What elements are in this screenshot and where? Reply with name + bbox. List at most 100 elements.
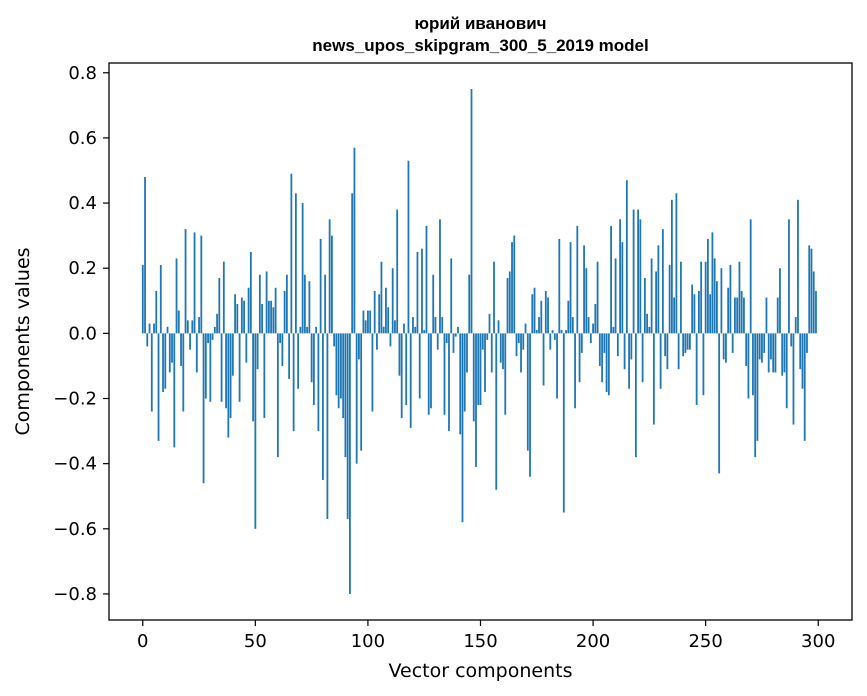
bar-237 xyxy=(675,193,678,334)
bar-197 xyxy=(585,268,588,334)
bar-291 xyxy=(797,199,799,334)
bar-247 xyxy=(697,291,700,334)
bar-193 xyxy=(576,225,579,334)
bar-196 xyxy=(583,245,585,334)
bar-7 xyxy=(157,333,160,441)
bar-45 xyxy=(243,300,245,334)
bar-174 xyxy=(533,287,536,334)
bar-114 xyxy=(398,333,401,376)
bar-108 xyxy=(385,287,387,334)
bar-117 xyxy=(405,333,408,406)
y-tick-label: 0.4 xyxy=(68,193,97,214)
bar-266 xyxy=(740,291,743,334)
bar-271 xyxy=(752,333,754,396)
bar-158 xyxy=(497,320,500,334)
bar-52 xyxy=(258,274,261,334)
bar-61 xyxy=(279,333,282,344)
bar-159 xyxy=(499,333,502,363)
x-axis-ticks: 0 50 100 150 200 250 300 xyxy=(137,620,835,652)
bar-8 xyxy=(159,264,162,334)
bar-49 xyxy=(252,333,254,422)
bar-162 xyxy=(506,277,509,334)
bar-63 xyxy=(283,291,286,334)
bar-236 xyxy=(673,297,676,334)
bar-137 xyxy=(450,258,453,334)
bar-238 xyxy=(677,333,680,370)
bar-139 xyxy=(454,333,457,337)
bar-227 xyxy=(652,333,655,425)
bar-109 xyxy=(387,307,390,334)
bar-92 xyxy=(349,333,351,594)
bar-77 xyxy=(315,326,318,334)
bar-36 xyxy=(222,261,225,334)
bar-190 xyxy=(569,242,572,334)
y-axis-label: Components values xyxy=(12,247,34,435)
bar-258 xyxy=(722,333,725,360)
bar-288 xyxy=(790,333,793,347)
bar-231 xyxy=(661,229,664,334)
bar-90 xyxy=(344,333,347,458)
bar-295 xyxy=(806,333,808,353)
bar-81 xyxy=(324,274,327,334)
bar-37 xyxy=(225,333,227,409)
bar-17 xyxy=(180,333,182,366)
bar-136 xyxy=(448,333,450,432)
bar-212 xyxy=(619,219,621,334)
y-tick-label: 0.8 xyxy=(68,63,97,84)
bar-16 xyxy=(177,310,180,334)
bar-100 xyxy=(367,310,369,334)
bar-119 xyxy=(409,333,412,428)
bar-123 xyxy=(418,333,421,399)
bar-246 xyxy=(695,333,698,406)
bar-166 xyxy=(515,333,518,357)
bar-192 xyxy=(574,333,576,409)
bar-188 xyxy=(565,330,567,334)
bar-47 xyxy=(247,287,250,334)
bar-84 xyxy=(330,235,333,334)
bar-128 xyxy=(430,333,432,409)
bar-121 xyxy=(414,326,417,334)
bar-18 xyxy=(182,333,185,412)
bar-3 xyxy=(148,323,151,334)
bar-199 xyxy=(589,333,592,344)
bar-217 xyxy=(630,333,633,360)
bar-279 xyxy=(770,333,772,360)
bar-104 xyxy=(376,333,378,350)
bar-226 xyxy=(650,258,653,334)
bar-31 xyxy=(211,333,214,340)
bar-257 xyxy=(720,268,723,334)
bar-103 xyxy=(373,291,376,334)
bar-219 xyxy=(634,333,637,458)
bar-164 xyxy=(511,242,513,334)
bar-286 xyxy=(785,333,788,409)
bar-87 xyxy=(337,333,340,409)
bar-235 xyxy=(670,199,673,334)
bar-135 xyxy=(445,333,448,344)
y-axis-ticks: −0.8 −0.6 −0.4 −0.2 0.0 0.2 0.4 0.6 0.8 xyxy=(53,63,109,605)
bar-230 xyxy=(659,333,662,389)
x-tick-label: 150 xyxy=(463,631,497,652)
bar-180 xyxy=(547,297,549,334)
bar-198 xyxy=(587,317,590,334)
bar-251 xyxy=(707,238,709,334)
bar-228 xyxy=(655,271,658,334)
bar-259 xyxy=(725,333,727,363)
bar-112 xyxy=(394,320,396,334)
bar-161 xyxy=(504,333,507,415)
bar-224 xyxy=(646,313,649,334)
bar-14 xyxy=(173,333,176,448)
bar-23 xyxy=(193,232,196,334)
bar-156 xyxy=(493,261,495,334)
bar-157 xyxy=(495,333,498,490)
bar-283 xyxy=(779,268,781,334)
bar-265 xyxy=(738,261,741,334)
bar-79 xyxy=(319,238,322,334)
bar-93 xyxy=(351,193,354,334)
bar-205 xyxy=(603,333,606,353)
bar-268 xyxy=(745,333,748,366)
bar-38 xyxy=(227,333,230,438)
bar-141 xyxy=(459,333,462,435)
bar-210 xyxy=(614,258,617,334)
bar-13 xyxy=(171,333,173,363)
bar-111 xyxy=(391,268,394,334)
